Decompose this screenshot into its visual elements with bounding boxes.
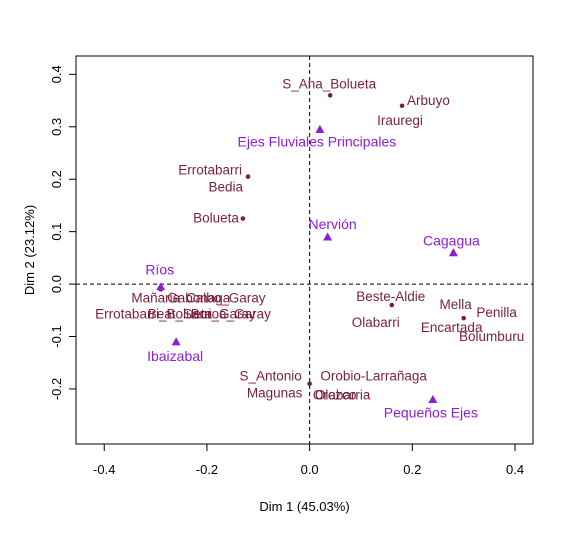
row-category-marker [327, 93, 333, 98]
row-category-marker [461, 315, 466, 321]
row-category-label: Olabarria [315, 388, 371, 403]
row-category-marker [307, 381, 312, 387]
row-category-label: Irauregi [377, 113, 423, 128]
x-tick-label: 0.0 [301, 462, 319, 477]
row-category-label: Gabonaga [167, 290, 231, 305]
column-category-marker [448, 248, 458, 257]
y-tick-label: 0.4 [49, 65, 64, 83]
row-category-marker [389, 302, 395, 308]
column-category-label: Nervión [308, 216, 356, 232]
y-tick-label: 0.1 [49, 223, 64, 241]
row-category-label: Beste-Aldie [356, 289, 425, 304]
y-tick-label: -0.2 [49, 378, 64, 400]
row-category-label: Boroa_Garay [191, 306, 272, 321]
y-tick-label: 0.3 [49, 118, 64, 136]
column-category-label: Pequeños Ejes [384, 404, 478, 420]
column-category-label: Ejes Fluviales Principales [238, 133, 397, 149]
y-tick-label: 0.2 [49, 170, 64, 188]
column-category-label: Ríos [145, 262, 174, 278]
column-category-marker [315, 124, 325, 134]
row-category-marker [240, 216, 246, 221]
row-category-label: Olabarri [352, 315, 400, 330]
column-category-marker [428, 394, 438, 404]
row-category-marker [399, 103, 405, 109]
x-axis-title: Dim 1 (45.03%) [259, 499, 349, 514]
y-tick-label: -0.1 [49, 325, 64, 347]
row-category-label: Bolueta [193, 211, 239, 226]
x-tick-label: -0.2 [196, 462, 218, 477]
row-category-label: Magunas [247, 386, 303, 401]
row-category-label: Calbo_Garay [186, 290, 266, 305]
column-category-marker [156, 282, 166, 291]
row-category-label: S_Ana_Bolueta [282, 76, 376, 91]
column-category-marker [323, 232, 333, 241]
row-category-label: Mañaria [131, 290, 180, 305]
row-category-label: Orobio-Larrañaga [320, 369, 427, 384]
x-tick-label: 0.2 [403, 462, 421, 477]
row-category-label: Penilla [476, 305, 517, 320]
row-category-label: Bedia [208, 180, 243, 195]
column-category-label: Ibaizabal [147, 348, 203, 364]
row-category-label: Bolumburu [459, 329, 524, 344]
row-category-label: Beat_Sarri_Garay [148, 306, 256, 321]
row-category-label: Mella [440, 297, 473, 312]
row-category-label: Errotabarri_Bolueta [95, 306, 213, 321]
column-category-marker [171, 337, 181, 346]
point-labels: S_Ana_Bolueta Arbuyo Irauregi Errotabarri Be… [95, 76, 524, 420]
row-category-label: Errotabarri [178, 163, 242, 178]
y-axis-title: Dim 2 (23.12%) [22, 205, 37, 295]
point-markers [156, 93, 466, 404]
x-tick-label: 0.4 [506, 462, 524, 477]
row-category-label: Encartada [421, 320, 483, 335]
row-category-marker [245, 174, 251, 179]
axes: -0.4 -0.2 0.0 0.2 0.4 -0.2 -0.1 0.0 0.1 0.2 0.3 0.4 [49, 55, 534, 477]
row-category-label: S_Antonio [239, 369, 301, 384]
y-tick-label: 0.0 [49, 275, 64, 293]
row-category-label: Arbuyo [407, 93, 450, 108]
column-category-label: Cagagua [423, 233, 480, 249]
row-category-label: Orozco [313, 388, 357, 403]
plot-frame [75, 55, 534, 445]
x-tick-label: -0.4 [93, 462, 115, 477]
